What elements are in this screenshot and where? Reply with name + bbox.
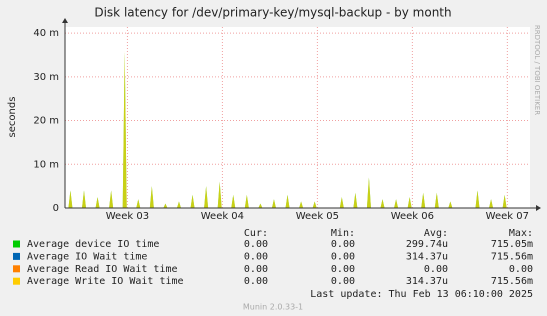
summary-cell: 0.00 [331,251,355,262]
column-header: Min: [331,228,355,239]
bar [271,199,276,208]
bar [122,50,127,208]
bar [502,194,507,208]
legend-label: Average Write IO Wait time [27,276,184,287]
bar [258,203,263,208]
summary-cell: 299.74u [406,239,448,250]
bar [339,197,344,208]
bar [434,192,439,208]
y-tick-label: 10 m [33,159,59,170]
bar [366,177,371,208]
summary-cell: 715.05m [491,239,533,250]
footer: Munin 2.0.33-1 [243,303,303,312]
x-tick-label: Week 03 [106,211,149,222]
bar [475,190,480,208]
bar [95,197,100,208]
legend-label: Average IO Wait time [27,251,147,262]
summary-cell: 0.00 [244,251,268,262]
column-header: Cur: [244,228,268,239]
legend-swatch [13,265,20,273]
x-tick-label: Week 06 [391,211,434,222]
bar [204,186,209,208]
summary-cell: 314.37u [406,251,448,262]
x-tick-label: Week 05 [296,211,339,222]
y-tick-label: 20 m [33,116,59,127]
summary-cell: 0.00 [509,264,533,275]
y-tick-label: 40 m [33,28,59,39]
bar [231,194,236,208]
x-tick-label: Week 04 [201,211,244,222]
bar [149,186,154,208]
bar [299,201,304,208]
summary-cell: 0.00 [424,264,448,275]
summary-cell: 0.00 [244,239,268,250]
bar [312,201,317,208]
bar [353,192,358,208]
bar [68,190,73,208]
legend-label: Average Read IO Wait time [27,264,178,275]
last-update: Last update: Thu Feb 13 06:10:00 2025 [310,289,533,300]
summary-cell: 715.56m [491,276,533,287]
y-tick-label: 0 [53,203,59,214]
bar [190,194,195,208]
bar [394,199,399,208]
x-tick-label: Week 07 [486,211,529,222]
column-header: Avg: [424,228,448,239]
summary-cell: 0.00 [331,276,355,287]
column-header: Max: [509,228,533,239]
bar [285,194,290,208]
summary-cell: 0.00 [244,276,268,287]
y-tick-label: 30 m [33,72,59,83]
summary-cell: 0.00 [244,264,268,275]
summary-cell: 0.00 [331,239,355,250]
y-axis-arrow [62,18,68,23]
bar [421,192,426,208]
bar [448,201,453,208]
bar [244,194,249,208]
plot-area [65,27,530,208]
bar [176,201,181,208]
bar [109,190,114,208]
bar [489,199,494,208]
x-axis-arrow [536,205,541,211]
legend-label: Average device IO time [27,239,159,250]
bar [380,199,385,208]
legend-swatch [13,240,20,248]
bar [407,197,412,208]
bar [163,203,168,208]
summary-cell: 715.56m [491,251,533,262]
legend-swatch [13,252,20,260]
legend-swatch [13,277,20,285]
side-note: RRDTOOL / TOBI OETIKER [533,25,541,115]
summary-cell: 0.00 [331,264,355,275]
bar [136,199,141,208]
chart-title: Disk latency for /dev/primary-key/mysql-… [94,6,451,20]
summary-cell: 314.37u [406,276,448,287]
y-axis-label: seconds [7,97,18,138]
bar [81,190,86,208]
bar [217,181,222,208]
